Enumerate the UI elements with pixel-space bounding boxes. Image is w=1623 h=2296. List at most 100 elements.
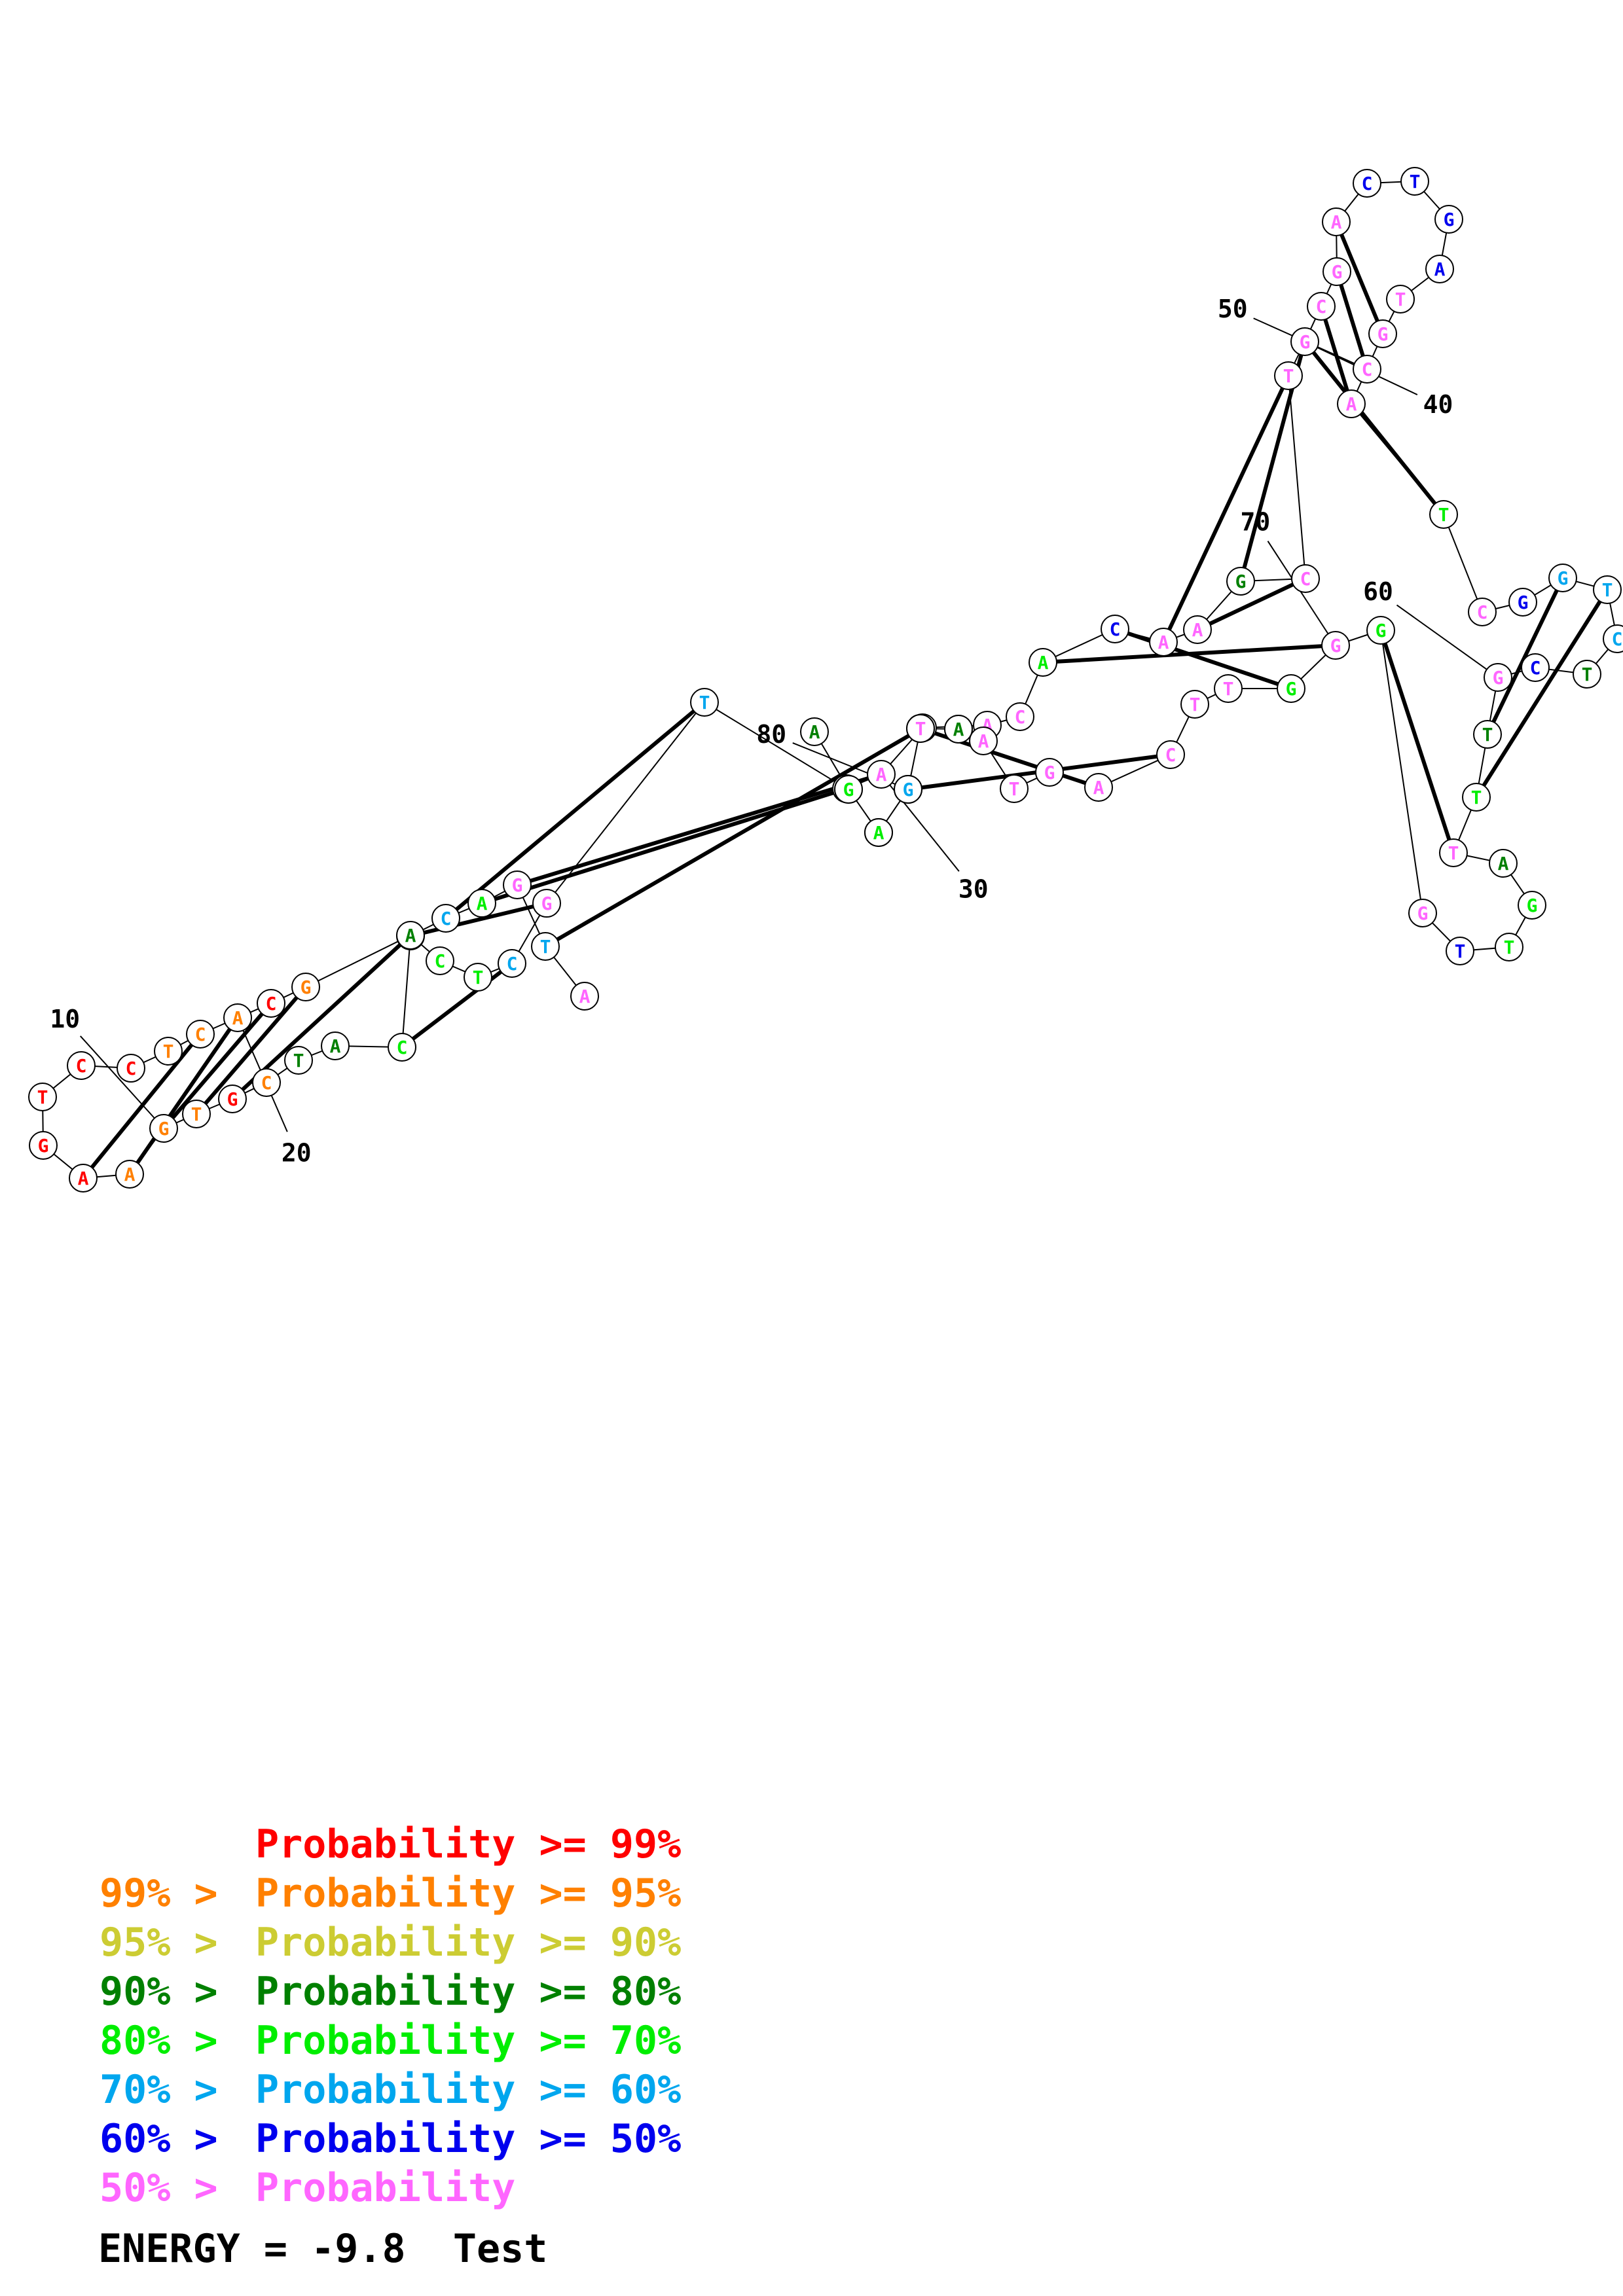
nucleotide-letter: A <box>579 986 591 1007</box>
nucleotide: C <box>431 904 460 933</box>
legend-prefix: 99% > <box>100 1871 242 1916</box>
nucleotide: T <box>154 1037 183 1066</box>
nucleotide-circle <box>834 775 863 804</box>
nucleotide: C <box>426 946 454 975</box>
nucleotide-letter: C <box>397 1037 408 1058</box>
position-label: 80 <box>756 720 786 749</box>
nucleotide-circle <box>1489 849 1518 878</box>
base-pair-bond <box>410 901 547 938</box>
base-pair-bond <box>1303 340 1446 516</box>
nucleotide: A <box>1084 773 1113 802</box>
nucleotide: G <box>1548 564 1577 592</box>
legend-text: Probability <box>255 2165 515 2211</box>
nucleotide: G <box>1434 205 1463 234</box>
nucleotide: A <box>1337 389 1366 418</box>
nucleotide-circle <box>1149 628 1178 656</box>
nucleotide-circle <box>1214 674 1243 703</box>
nucleotide: G <box>1368 319 1397 348</box>
nucleotide: T <box>1446 937 1474 965</box>
nucleotide-letter: T <box>1482 724 1493 745</box>
nucleotide: A <box>570 982 599 1011</box>
nucleotide-circle <box>1521 653 1550 682</box>
position-label: 30 <box>958 875 989 904</box>
nucleotide-letter: C <box>76 1055 87 1077</box>
nucleotide: C <box>388 1033 416 1062</box>
nucleotide-circle <box>218 1085 247 1113</box>
nucleotide: G <box>29 1131 58 1160</box>
nucleotide: A <box>800 717 829 746</box>
base-pair-bond <box>517 772 882 887</box>
nucleotide-circle <box>1291 564 1320 593</box>
nucleotide: T <box>182 1100 211 1128</box>
nucleotide-circle <box>154 1037 183 1066</box>
base-pair-bond <box>128 1016 240 1175</box>
nucleotide-circle <box>149 1114 178 1143</box>
nucleotide-letter: T <box>1602 579 1613 601</box>
nucleotide: T <box>464 963 492 992</box>
base-pair-bond <box>481 787 847 905</box>
nucleotide-layer: ATGACTCATCGTGAAGTCCTCACGACTCGTCATACACAAG… <box>28 167 1623 1193</box>
nucleotide-letter: A <box>1192 619 1203 641</box>
nucleotide: T <box>1593 575 1622 604</box>
nucleotide: T <box>1000 774 1029 803</box>
nucleotide-circle <box>1593 575 1622 604</box>
legend-line-3: 95% > Probability >= 90% <box>100 1920 681 1965</box>
nucleotide-letter: A <box>477 893 488 914</box>
nucleotide-letter: G <box>1300 331 1311 353</box>
nucleotide: T <box>1462 783 1491 812</box>
position-label: 70 <box>1241 507 1271 536</box>
nucleotide-letter: T <box>293 1050 304 1071</box>
base-pair-bond <box>544 726 924 948</box>
nucleotide: T <box>1400 167 1429 196</box>
legend-text: Probability >= 99% <box>255 1821 681 1867</box>
legend-text: Probability >= 95% <box>255 1871 681 1916</box>
legend-prefix: 50% > <box>100 2165 242 2211</box>
nucleotide-circle <box>1366 616 1395 645</box>
nucleotide: G <box>1484 663 1512 692</box>
nucleotide: G <box>1366 616 1395 645</box>
nucleotide-letter: C <box>435 950 446 972</box>
nucleotide-circle <box>1321 631 1350 660</box>
legend-prefix: 90% > <box>100 1969 242 2015</box>
nucleotide-letter: C <box>1362 359 1373 380</box>
nucleotide-circle <box>1156 740 1185 769</box>
nucleotide-circle <box>182 1100 211 1128</box>
nucleotide-circle <box>1322 207 1351 236</box>
nucleotide: A <box>1489 849 1518 878</box>
nucleotide: A <box>1183 615 1212 644</box>
nucleotide-letter: G <box>38 1135 49 1157</box>
nucleotide-letter: T <box>1438 504 1450 526</box>
nucleotide-circle <box>532 889 561 918</box>
nucleotide-circle <box>388 1033 416 1062</box>
legend-line-4: 90% > Probability >= 80% <box>100 1969 681 2015</box>
nucleotide-letter: T <box>1190 694 1201 715</box>
nucleotide-letter: C <box>261 1072 272 1094</box>
nucleotide: C <box>1291 564 1320 593</box>
nucleotide-letter: G <box>1332 261 1343 283</box>
legend-line-8: 50% > Probability <box>100 2165 515 2211</box>
base-pair-bond <box>1114 627 1292 691</box>
nucleotide-circle <box>1274 361 1303 390</box>
nucleotide-circle <box>1084 773 1113 802</box>
nucleotide-circle <box>29 1131 58 1160</box>
nucleotide-letter: G <box>1377 323 1389 345</box>
nucleotide: G <box>1226 567 1255 596</box>
nucleotide-letter: C <box>1362 173 1373 194</box>
position-label: 10 <box>50 1005 80 1033</box>
nucleotide: C <box>1353 355 1381 384</box>
nucleotide-circle <box>1277 674 1305 703</box>
nucleotide-letter: A <box>978 730 989 752</box>
nucleotide-letter: C <box>1316 296 1327 317</box>
nucleotide-letter: T <box>1283 365 1294 387</box>
nucleotide: A <box>1149 628 1178 656</box>
base-pair-bond <box>1379 630 1455 853</box>
nucleotide: C <box>498 949 526 978</box>
nucleotide-circle <box>1446 937 1474 965</box>
nucleotide: C <box>1603 624 1623 653</box>
nucleotide-circle <box>431 904 460 933</box>
nucleotide-circle <box>1508 588 1537 617</box>
nucleotide-letter: A <box>876 764 887 785</box>
nucleotide: G <box>1518 891 1546 920</box>
nucleotide-circle <box>1029 648 1057 677</box>
nucleotide: C <box>1156 740 1185 769</box>
